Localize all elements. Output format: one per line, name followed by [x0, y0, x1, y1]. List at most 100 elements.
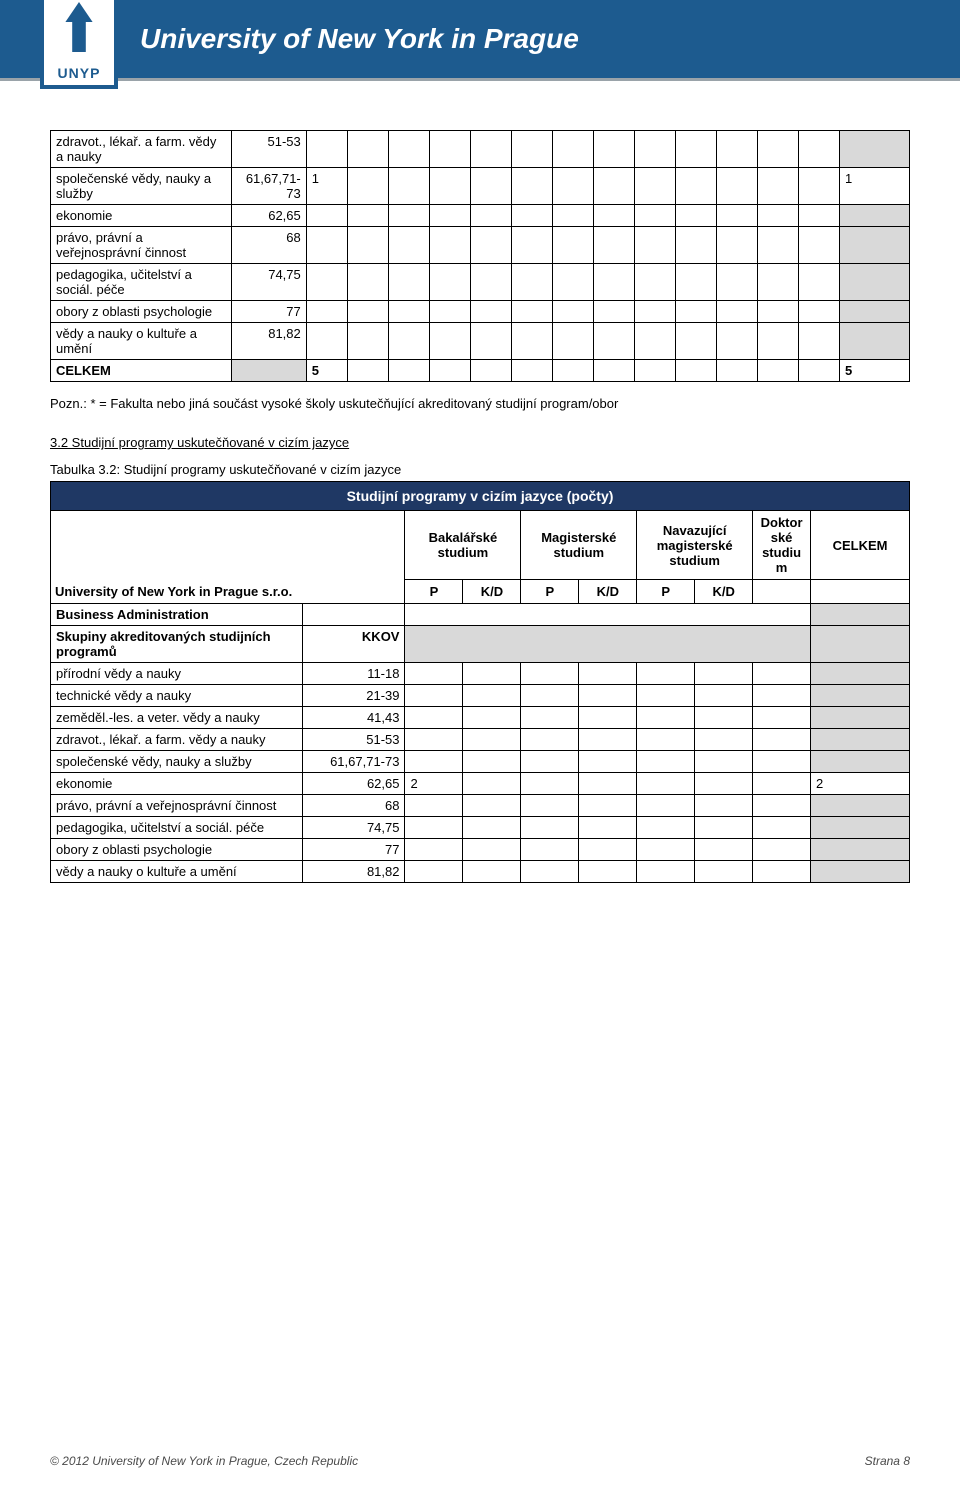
- table-row: společenské vědy, nauky a služby61,67,71…: [51, 751, 910, 773]
- cell: [695, 707, 753, 729]
- cell: [753, 773, 811, 795]
- cell: [470, 227, 511, 264]
- page-footer: © 2012 University of New York in Prague,…: [50, 1454, 910, 1468]
- cell: [306, 301, 347, 323]
- row-label: společenské vědy, nauky a služby: [51, 751, 303, 773]
- table-row: Business Administration: [51, 604, 910, 626]
- banner-blue-bar: UNYP University of New York in Prague: [0, 0, 960, 78]
- cell: [637, 707, 695, 729]
- row-label: zeměděl.-les. a veter. vědy a nauky: [51, 707, 303, 729]
- cell: [429, 264, 470, 301]
- cell: [511, 323, 552, 360]
- cell: [552, 168, 593, 205]
- row-total: [839, 227, 909, 264]
- table2-title: Studijní programy v cizím jazyce (počty): [51, 482, 910, 511]
- cell: [463, 817, 521, 839]
- cell: [388, 168, 429, 205]
- merged-cell: [405, 604, 811, 626]
- cell: [388, 264, 429, 301]
- cell: [521, 663, 579, 685]
- cell: [521, 817, 579, 839]
- cell: [405, 795, 463, 817]
- cell: [521, 685, 579, 707]
- cell: [637, 773, 695, 795]
- table-row: pedagogika, učitelství a sociál. péče74,…: [51, 817, 910, 839]
- total-value: 5: [839, 360, 909, 382]
- row-label: technické vědy a nauky: [51, 685, 303, 707]
- row-label: právo, právní a veřejnosprávní činnost: [51, 227, 232, 264]
- cell: [347, 323, 388, 360]
- cell: [753, 861, 811, 883]
- cell: [675, 360, 716, 382]
- row-label: vědy a nauky o kultuře a umění: [51, 861, 303, 883]
- row-total: [811, 839, 910, 861]
- cell: [695, 751, 753, 773]
- cell: [347, 205, 388, 227]
- cell: [695, 839, 753, 861]
- th-nav: Navazující magisterské studium: [637, 511, 753, 580]
- cell: [388, 227, 429, 264]
- cell: [552, 227, 593, 264]
- cell: [552, 323, 593, 360]
- cell: [716, 301, 757, 323]
- cell: [463, 729, 521, 751]
- cell: [695, 861, 753, 883]
- row-total: [839, 301, 909, 323]
- cell: [716, 131, 757, 168]
- row-label: zdravot., lékař. a farm. vědy a nauky: [51, 131, 232, 168]
- cell: [511, 264, 552, 301]
- table-row: vědy a nauky o kultuře a umění81,82: [51, 861, 910, 883]
- row-code: 61,67,71-73: [231, 168, 306, 205]
- cell: [753, 751, 811, 773]
- cell: [388, 301, 429, 323]
- row-label: vědy a nauky o kultuře a umění: [51, 323, 232, 360]
- row-label: přírodní vědy a nauky: [51, 663, 303, 685]
- row-code: 81,82: [231, 323, 306, 360]
- cell: [695, 773, 753, 795]
- cell: [521, 707, 579, 729]
- cell: [637, 751, 695, 773]
- cell: [552, 301, 593, 323]
- row-total: [811, 663, 910, 685]
- cell: [634, 168, 675, 205]
- footer-page-number: Strana 8: [865, 1454, 910, 1468]
- th-celkem-empty: [811, 580, 910, 604]
- cell: [798, 227, 839, 264]
- row-label: Skupiny akreditovaných studijních progra…: [51, 626, 303, 663]
- cell: [716, 205, 757, 227]
- cell: [637, 861, 695, 883]
- cell: [521, 795, 579, 817]
- row-total: [811, 707, 910, 729]
- cell: [552, 264, 593, 301]
- cell: [405, 663, 463, 685]
- cell: [798, 323, 839, 360]
- cell: [757, 264, 798, 301]
- total-row: CELKEM55: [51, 360, 910, 382]
- row-code: 41,43: [303, 707, 405, 729]
- table-row: zdravot., lékař. a farm. vědy a nauky51-…: [51, 131, 910, 168]
- cell: [306, 323, 347, 360]
- cell: [757, 227, 798, 264]
- row-total: [811, 861, 910, 883]
- cell: [405, 707, 463, 729]
- th-kd2: K/D: [579, 580, 637, 604]
- cell: [429, 360, 470, 382]
- cell: [470, 301, 511, 323]
- row-code: 51-53: [231, 131, 306, 168]
- merged-cell: [405, 626, 811, 663]
- cell: [463, 795, 521, 817]
- banner-title: University of New York in Prague: [140, 23, 579, 55]
- row-code: 68: [231, 227, 306, 264]
- cell: [388, 205, 429, 227]
- cell: 1: [306, 168, 347, 205]
- cell: [675, 131, 716, 168]
- row-total: [839, 264, 909, 301]
- cell: [463, 751, 521, 773]
- cell: [388, 323, 429, 360]
- table-3-2-caption: Tabulka 3.2: Studijní programy uskutečňo…: [50, 462, 910, 477]
- row-label: obory z oblasti psychologie: [51, 839, 303, 861]
- table-row: společenské vědy, nauky a služby61,67,71…: [51, 168, 910, 205]
- cell: [521, 861, 579, 883]
- table-row: právo, právní a veřejnosprávní činnost68: [51, 795, 910, 817]
- cell: [716, 168, 757, 205]
